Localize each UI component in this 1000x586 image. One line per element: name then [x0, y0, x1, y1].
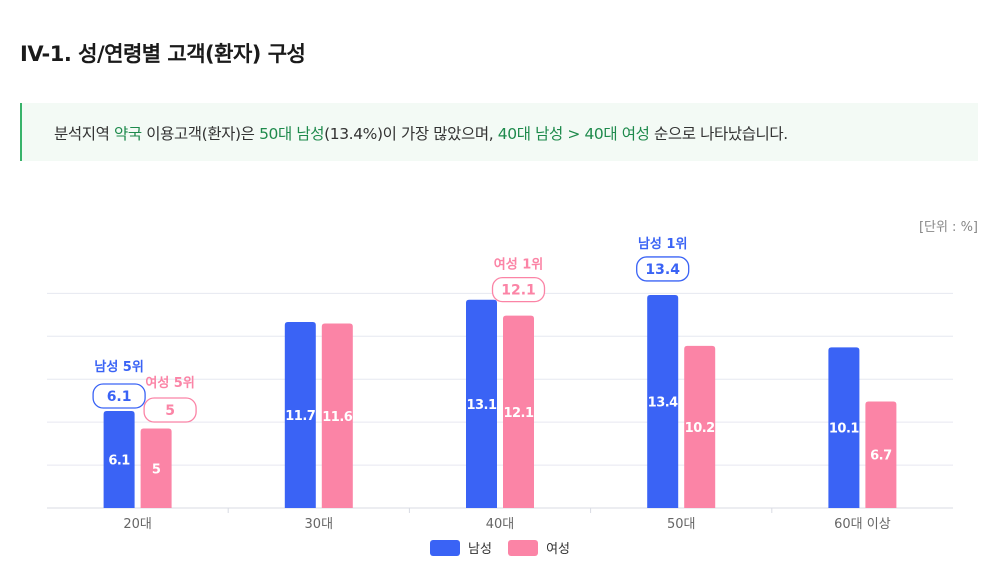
- bar-value-label: 5: [152, 462, 161, 477]
- callout-box-male: [636, 256, 690, 282]
- bar-value-label: 10.2: [685, 421, 715, 436]
- bar-value-label: 13.4: [648, 395, 679, 410]
- summary-part: 순으로 나타났습니다.: [649, 125, 788, 143]
- callout-rank-label: 남성 5위: [94, 359, 143, 375]
- x-tick-label: 20대: [123, 517, 152, 532]
- x-tick-label: 40대: [486, 517, 515, 532]
- bar-male: [828, 347, 860, 508]
- bar-female: [684, 345, 716, 508]
- bar-value-label: 13.1: [466, 398, 497, 413]
- callout-rank-label: 남성 1위: [638, 236, 687, 252]
- bar-value-label: 12.1: [503, 406, 534, 421]
- summary-text: 분석지역 약국 이용고객(환자)은 50대 남성(13.4%)이 가장 많았으며…: [54, 122, 788, 144]
- bar-value-label: 11.6: [322, 410, 353, 425]
- bar-female: [321, 323, 353, 508]
- callout-box-female: [491, 276, 546, 303]
- callout-rank-label: 여성 5위: [145, 375, 194, 391]
- x-tick-label: 60대 이상: [834, 517, 891, 532]
- summary-highlight-region: 약국: [113, 125, 142, 143]
- legend-label-male: 남성: [468, 542, 492, 557]
- bar-value-label: 6.7: [870, 449, 892, 464]
- page-title: IV-1. 성/연령별 고객(환자) 구성: [20, 42, 306, 66]
- legend-item-female: 여성: [508, 538, 570, 557]
- summary-box: 분석지역 약국 이용고객(환자)은 50대 남성(13.4%)이 가장 많았으며…: [20, 103, 978, 161]
- bar-male: [284, 321, 316, 508]
- summary-part: 분석지역: [54, 125, 114, 143]
- x-tick-label: 30대: [305, 517, 334, 532]
- legend-item-male: 남성: [430, 538, 492, 557]
- bar-female: [503, 315, 534, 508]
- callout-box-female: [143, 397, 197, 423]
- bar-value-label: 10.1: [829, 422, 860, 437]
- summary-highlight-ranking: 40대 남성 > 40대 여성: [497, 125, 650, 143]
- summary-highlight-top: 50대 남성: [259, 125, 325, 143]
- callout-box-male: [92, 383, 146, 409]
- unit-label: [단위 : %]: [918, 220, 978, 235]
- summary-part: 이용고객(환자)은: [141, 125, 260, 143]
- bar-female: [865, 401, 897, 508]
- callout-value: 12.1: [501, 283, 536, 299]
- bar-value-label: 11.7: [285, 409, 316, 424]
- x-tick-label: 50대: [667, 517, 696, 532]
- legend-swatch-female: [508, 539, 539, 556]
- chart-legend: 남성 여성: [0, 538, 1000, 560]
- legend-label-female: 여성: [546, 542, 570, 557]
- bar-female: [140, 428, 172, 508]
- callout-value: 5: [165, 403, 175, 419]
- bar-male: [103, 411, 135, 508]
- callout-value: 6.1: [107, 389, 132, 405]
- bar-male: [466, 299, 497, 508]
- callout-rank-label: 여성 1위: [494, 257, 543, 273]
- summary-part: (13.4%)이 가장 많았으며,: [324, 125, 498, 143]
- legend-swatch-male: [430, 539, 460, 556]
- bar-male: [647, 294, 679, 508]
- callout-value: 13.4: [645, 262, 680, 278]
- bar-value-label: 6.1: [108, 454, 130, 469]
